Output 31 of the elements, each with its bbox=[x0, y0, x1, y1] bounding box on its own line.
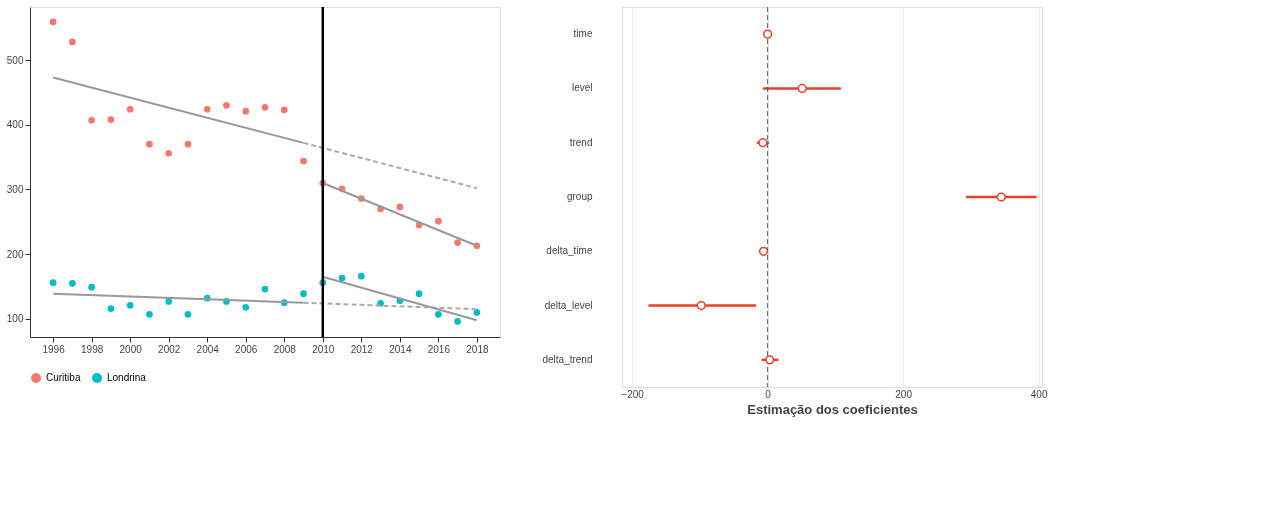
x-tick-label: 200 bbox=[895, 388, 913, 400]
x-tick-label: 2002 bbox=[158, 343, 181, 355]
y-tick-label: group bbox=[566, 191, 593, 202]
x-tick-label: 1998 bbox=[81, 343, 104, 355]
y-tick-label: 100 bbox=[6, 313, 24, 325]
y-tick-label: 300 bbox=[6, 183, 24, 195]
x-tick-label: 2004 bbox=[196, 343, 220, 355]
x-tick-label: 2016 bbox=[427, 343, 451, 355]
y-tick-label: 500 bbox=[6, 54, 24, 66]
y-tick-label: trend bbox=[569, 136, 593, 148]
y-tick-label: delta_time bbox=[546, 245, 593, 257]
x-tick-label: 2012 bbox=[350, 343, 374, 355]
y-tick-label: level bbox=[571, 82, 593, 94]
x-axis-title: Estimação dos coeficientes bbox=[747, 401, 918, 417]
x-tick-label: 2010 bbox=[312, 343, 335, 355]
x-tick-label: 0 bbox=[765, 388, 772, 400]
x-tick-label: 2018 bbox=[466, 343, 489, 355]
y-tick-label: delta_trend bbox=[542, 353, 593, 365]
y-tick-label: 400 bbox=[6, 119, 24, 131]
x-tick-label: 2014 bbox=[389, 343, 412, 355]
y-tick-label: 200 bbox=[6, 248, 24, 260]
x-tick-label: 2006 bbox=[235, 343, 258, 355]
x-tick-label: 2000 bbox=[119, 343, 143, 355]
legend-label: Curitiba bbox=[46, 372, 81, 383]
x-tick-label: 1996 bbox=[42, 343, 66, 355]
legend-label: Londrina bbox=[107, 372, 147, 383]
x-tick-label: 2008 bbox=[273, 343, 297, 355]
x-tick-label: 400 bbox=[1030, 388, 1048, 400]
x-tick-label: −200 bbox=[621, 388, 645, 400]
y-tick-label: time bbox=[573, 28, 593, 40]
y-tick-label: delta_level bbox=[544, 299, 593, 311]
